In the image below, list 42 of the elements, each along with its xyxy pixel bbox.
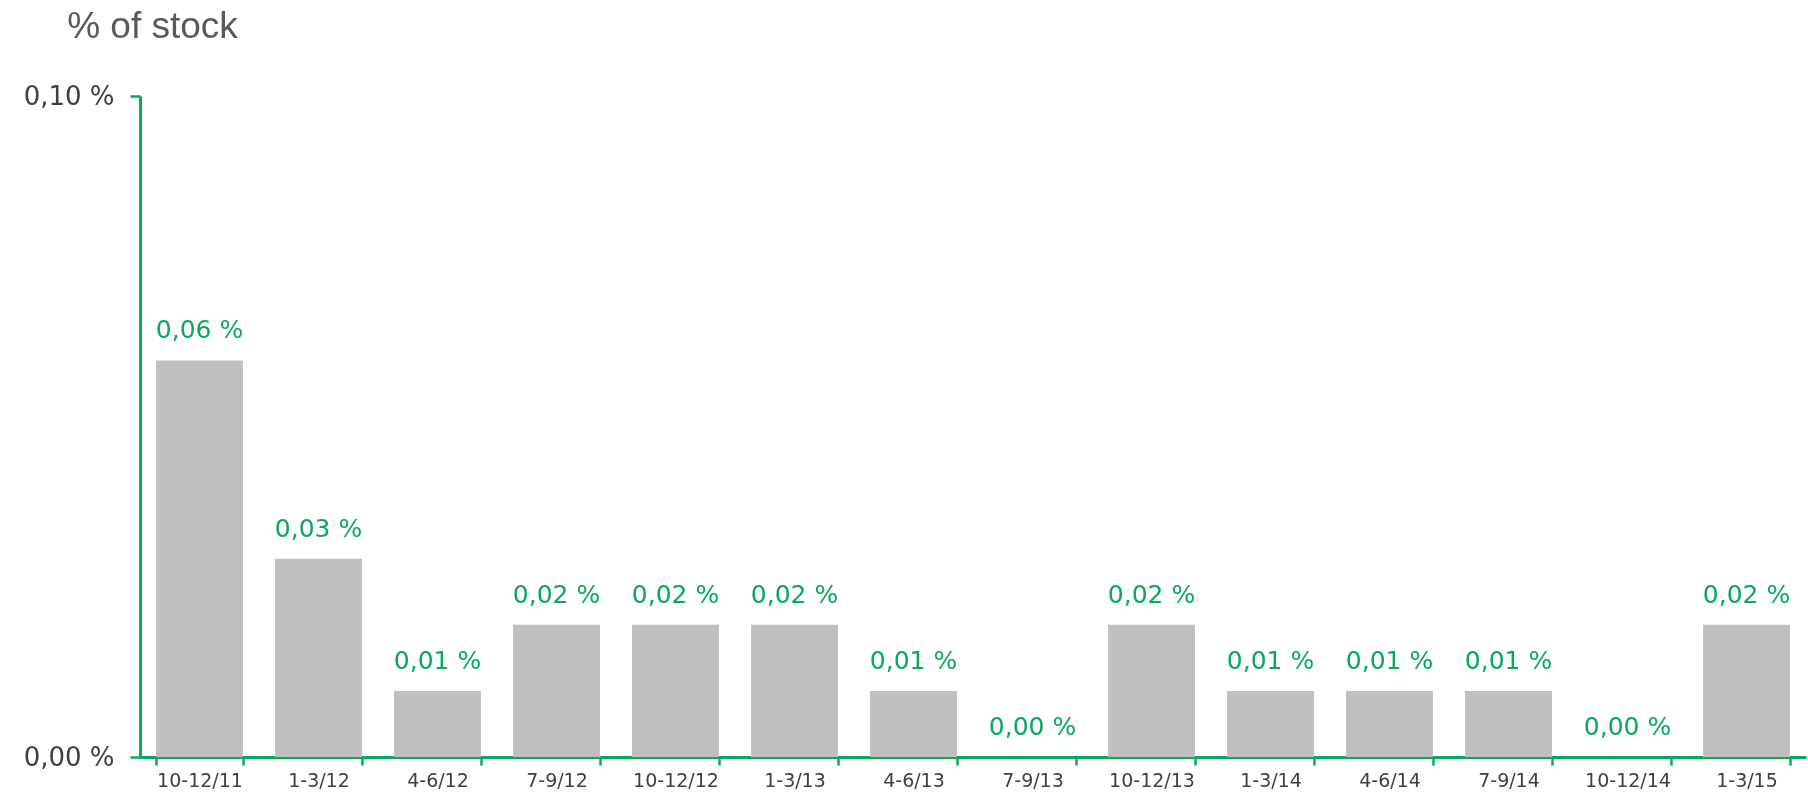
x-tick-label: 1-3/15 (1716, 768, 1778, 791)
y-axis-title: % of stock (67, 4, 239, 46)
data-label: 0,01 % (393, 645, 482, 675)
x-tick-label: 10-12/13 (1109, 768, 1195, 791)
data-label: 0,02 % (1702, 579, 1791, 609)
x-tick-label: 7-9/12 (526, 768, 588, 791)
data-label: 0,01 % (1464, 645, 1553, 675)
x-tick-label: 1-3/12 (288, 768, 350, 791)
x-tick-label: 7-9/13 (1002, 768, 1064, 791)
bar (751, 624, 838, 757)
data-label: 0,00 % (988, 712, 1077, 741)
data-label: 0,01 % (1345, 645, 1434, 675)
bar (1227, 690, 1314, 757)
x-tick-label: 1-3/14 (1240, 768, 1302, 791)
data-label: 0,02 % (631, 579, 720, 609)
bar (1703, 624, 1790, 757)
x-tick-label: 4-6/13 (883, 768, 945, 791)
x-tick-label: 4-6/12 (407, 768, 469, 791)
data-label: 0,03 % (274, 513, 363, 543)
data-label: 0,01 % (869, 645, 958, 675)
data-label: 0,00 % (1583, 712, 1672, 741)
x-tick-label: 10-12/12 (633, 768, 719, 791)
x-tick-label: 7-9/14 (1478, 768, 1540, 791)
x-tick-label: 10-12/11 (157, 768, 243, 791)
x-tick-label: 10-12/14 (1585, 768, 1671, 791)
bar (1346, 690, 1433, 757)
bar (275, 558, 362, 757)
bar (632, 624, 719, 757)
data-label: 0,02 % (750, 579, 839, 609)
y-tick-label: 0,10 % (23, 80, 115, 111)
data-label: 0,06 % (155, 315, 244, 345)
bar (394, 690, 481, 757)
bar (513, 624, 600, 757)
data-label: 0,02 % (512, 579, 601, 609)
data-label: 0,02 % (1107, 579, 1196, 609)
bar (870, 690, 957, 757)
bar (1108, 624, 1195, 757)
x-tick-label: 1-3/13 (764, 768, 826, 791)
bar (1465, 690, 1552, 757)
data-label: 0,01 % (1226, 645, 1315, 675)
bar (156, 360, 243, 757)
x-tick-label: 4-6/14 (1359, 768, 1421, 791)
